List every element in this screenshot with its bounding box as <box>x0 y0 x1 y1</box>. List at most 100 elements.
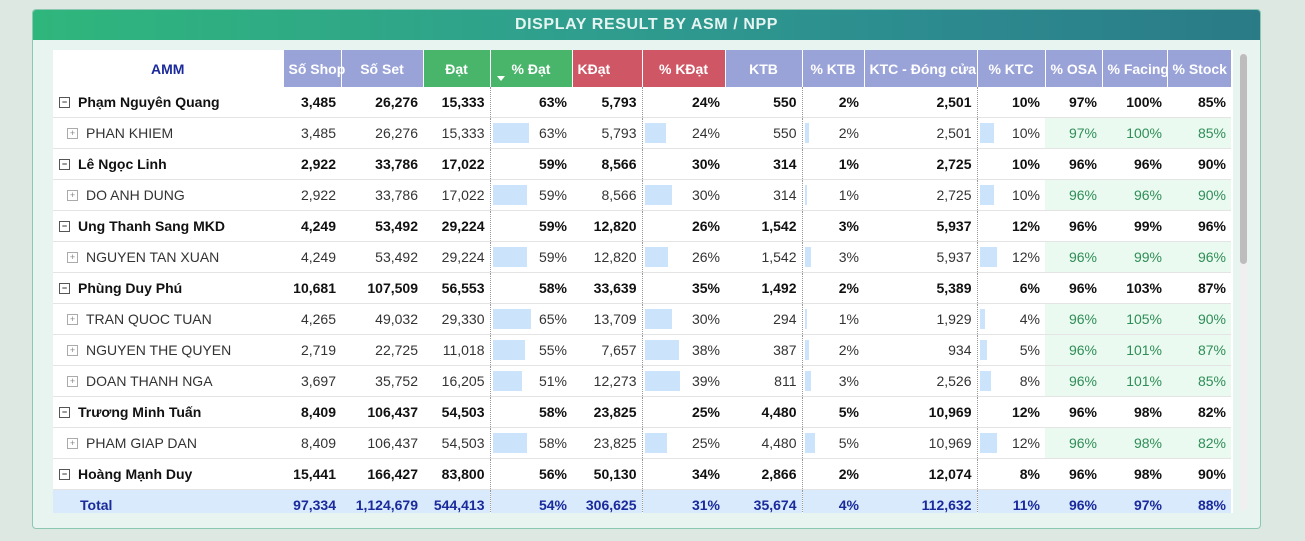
cell-value: 4,249 <box>300 218 336 234</box>
cell-pktc: 6% <box>977 272 1045 304</box>
cell-value: 83,800 <box>441 466 485 482</box>
col-header-amm[interactable]: AMM <box>53 50 284 87</box>
cell-pktc: 10% <box>977 148 1045 180</box>
group-row[interactable]: − Phùng Duy Phú 10,681 107,509 56,553 58% 33,6… <box>53 272 1231 304</box>
col-header-pct-kdat[interactable]: % KĐạt <box>642 50 726 87</box>
cell-value: 96% <box>1068 404 1097 420</box>
cell-set: 35,752 <box>341 365 423 397</box>
collapse-minus-icon[interactable]: − <box>59 406 70 418</box>
row-name: TRAN QUOC TUAN <box>86 311 212 327</box>
row-name-cell: + DO ANH DUNG <box>53 179 283 211</box>
cell-value: 87% <box>1197 280 1226 296</box>
cell-ktc: 5,937 <box>864 210 978 242</box>
cell-value: 1,492 <box>761 280 797 296</box>
collapse-minus-icon[interactable]: − <box>59 158 70 170</box>
data-bar-pdat <box>492 309 531 329</box>
cell-facing: 105% <box>1102 303 1167 335</box>
cell-value: 29,330 <box>441 311 485 327</box>
cell-value: 387 <box>773 342 797 358</box>
cell-value: 30% <box>691 187 720 203</box>
cell-value: 82% <box>1197 404 1226 420</box>
cell-value: 10,681 <box>293 280 336 296</box>
col-header-ktc[interactable]: KTC - Đóng cửa <box>864 50 978 87</box>
col-header-pct-dat[interactable]: % Đạt <box>490 50 573 87</box>
cell-value: 5,793 <box>601 94 637 110</box>
total-cell-ktc: 112,632 <box>864 489 978 513</box>
cell-facing: 98% <box>1102 458 1167 490</box>
col-header-dat[interactable]: Đạt <box>423 50 491 87</box>
row-name-cell: + NGUYEN THE QUYEN <box>53 334 283 366</box>
cell-set: 53,492 <box>341 241 423 273</box>
cell-value: 85% <box>1197 94 1226 110</box>
cell-ktb: 314 <box>725 148 803 180</box>
group-row[interactable]: − Lê Ngọc Linh 2,922 33,786 17,022 59% 8,566 30… <box>53 148 1231 180</box>
cell-value: 2,725 <box>936 187 972 203</box>
col-header-so-set[interactable]: Số Set <box>341 50 424 87</box>
expand-plus-icon[interactable]: + <box>67 251 78 263</box>
cell-pdat: 58% <box>490 272 572 304</box>
collapse-minus-icon[interactable]: − <box>59 220 70 232</box>
cell-shop: 8,409 <box>283 396 341 428</box>
child-row[interactable]: + NGUYEN THE QUYEN 2,719 22,725 11,018 55% 7,6… <box>53 334 1231 366</box>
child-row[interactable]: + PHAN KHIEM 3,485 26,276 15,333 63% 5,793 24% 5… <box>53 117 1231 149</box>
col-header-pct-osa[interactable]: % OSA <box>1045 50 1103 87</box>
scrollbar-thumb[interactable] <box>1240 54 1247 264</box>
expand-plus-icon[interactable]: + <box>67 127 78 139</box>
col-header-pct-facing[interactable]: % Facing <box>1102 50 1169 87</box>
cell-value: 101% <box>1126 373 1162 389</box>
cell-pdat: 59% <box>490 210 572 242</box>
data-bar-pdat <box>492 371 523 391</box>
cell-facing: 101% <box>1102 365 1167 397</box>
cell-pkdat: 35% <box>642 272 725 304</box>
result-table: AMM Số Shop Số Set Đạt % Đạt KĐạt % KĐạt… <box>53 50 1232 513</box>
cell-value: 5,389 <box>936 280 972 296</box>
total-cell-pkdat: 31% <box>642 489 725 513</box>
cell-value: 2% <box>838 466 859 482</box>
group-row[interactable]: − Ung Thanh Sang MKD 4,249 53,492 29,224 59% 1… <box>53 210 1231 242</box>
cell-value: 90% <box>1197 466 1226 482</box>
cell-value: 1,929 <box>936 311 972 327</box>
cell-value: 24% <box>691 125 720 141</box>
col-header-pct-stock[interactable]: % Stock <box>1167 50 1232 87</box>
cell-value: 12,273 <box>593 373 637 389</box>
col-header-pct-ktb[interactable]: % KTB <box>802 50 865 87</box>
data-bar-pdat <box>492 340 525 360</box>
group-row[interactable]: − Trương Minh Tuấn 8,409 106,437 54,503 58% 23… <box>53 396 1231 428</box>
data-bar-pkdat <box>644 433 668 453</box>
cell-value: 8,409 <box>300 435 336 451</box>
child-row[interactable]: + DOAN THANH NGA 3,697 35,752 16,205 51% 12,27… <box>53 365 1231 397</box>
cell-value: 2,719 <box>300 342 336 358</box>
cell-dat: 11,018 <box>423 334 491 366</box>
cell-value: 10% <box>1011 156 1040 172</box>
col-header-so-shop[interactable]: Số Shop <box>283 50 345 87</box>
collapse-minus-icon[interactable]: − <box>59 282 70 294</box>
collapse-minus-icon[interactable]: − <box>59 96 70 108</box>
cell-stock: 90% <box>1167 179 1231 211</box>
table-body: − Phạm Nguyên Quang 3,485 26,276 15,333 63% 5,… <box>53 87 1231 513</box>
group-row[interactable]: − Phạm Nguyên Quang 3,485 26,276 15,333 63% 5,… <box>53 87 1231 118</box>
expand-plus-icon[interactable]: + <box>67 313 78 325</box>
cell-ktc: 2,725 <box>864 148 978 180</box>
cell-value: 10,969 <box>928 435 972 451</box>
col-header-ktb[interactable]: KTB <box>725 50 803 87</box>
cell-shop: 4,265 <box>283 303 341 335</box>
child-row[interactable]: + NGUYEN TAN XUAN 4,249 53,492 29,224 59% 12,8… <box>53 241 1231 273</box>
child-row[interactable]: + PHAM GIAP DAN 8,409 106,437 54,503 58% 23,82… <box>53 427 1231 459</box>
cell-stock: 96% <box>1167 241 1231 273</box>
col-header-kdat[interactable]: KĐạt <box>572 50 643 87</box>
cell-dat: 56,553 <box>423 272 491 304</box>
cell-value: 98% <box>1133 435 1162 451</box>
child-row[interactable]: + DO ANH DUNG 2,922 33,786 17,022 59% 8,566 30%… <box>53 179 1231 211</box>
sort-desc-icon[interactable] <box>496 76 505 81</box>
expand-plus-icon[interactable]: + <box>67 437 78 449</box>
expand-plus-icon[interactable]: + <box>67 189 78 201</box>
child-row[interactable]: + TRAN QUOC TUAN 4,265 49,032 29,330 65% 13,70… <box>53 303 1231 335</box>
group-row[interactable]: − Hoàng Mạnh Duy 15,441 166,427 83,800 56% 50,… <box>53 458 1231 490</box>
expand-plus-icon[interactable]: + <box>67 375 78 387</box>
row-name-cell: + NGUYEN TAN XUAN <box>53 241 283 273</box>
expand-plus-icon[interactable]: + <box>67 344 78 356</box>
col-header-pct-ktc[interactable]: % KTC <box>977 50 1046 87</box>
collapse-minus-icon[interactable]: − <box>59 468 70 480</box>
cell-ktb: 4,480 <box>725 427 803 459</box>
vertical-scrollbar[interactable] <box>1240 52 1247 511</box>
